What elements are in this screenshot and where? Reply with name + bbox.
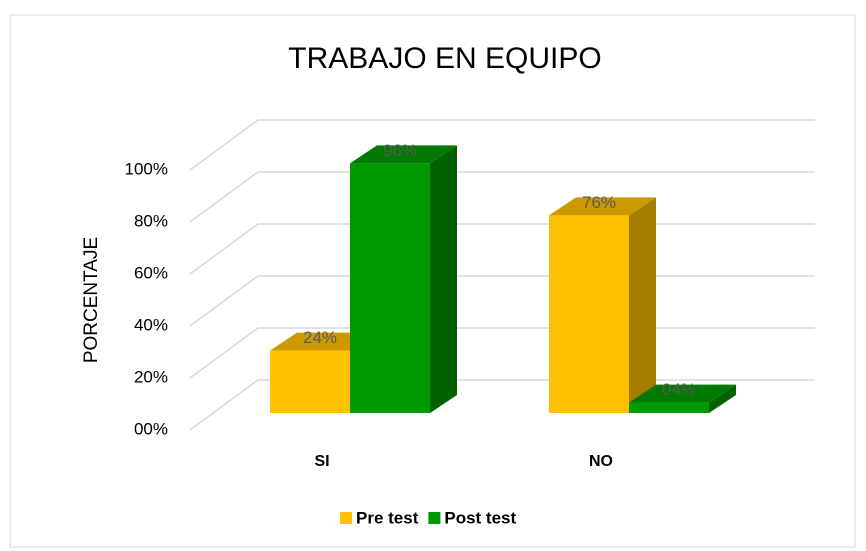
chart-title: TRABAJO EN EQUIPO: [288, 42, 601, 75]
grid-line: [189, 171, 815, 223]
legend-swatch: [340, 512, 352, 524]
bar-front: [270, 350, 350, 413]
legend-label: Post test: [444, 508, 516, 527]
value-label: 24%: [303, 328, 337, 347]
y-tick-label: 100%: [125, 159, 168, 178]
bar: [629, 384, 736, 413]
bar-front: [629, 402, 709, 413]
bar-front: [549, 215, 629, 413]
bar-side: [430, 145, 457, 413]
bar-top: [629, 384, 736, 403]
y-tick-label: 80%: [134, 211, 168, 230]
bar-top: [549, 197, 656, 216]
legend-label: Pre test: [356, 508, 419, 527]
bar: [549, 197, 656, 413]
y-tick-label: 40%: [134, 315, 168, 334]
y-tick-label: 00%: [134, 419, 168, 438]
bar-side: [629, 197, 656, 413]
value-label: 76%: [582, 193, 616, 212]
bar-front: [350, 163, 430, 413]
value-label: 04%: [662, 380, 696, 399]
bar-top: [350, 145, 457, 164]
x-tick-label: NO: [589, 453, 613, 470]
y-tick-label: 60%: [134, 263, 168, 282]
bar: [350, 145, 457, 413]
legend-swatch: [428, 512, 441, 524]
y-axis-title: PORCENTAJE: [81, 237, 102, 363]
y-tick-label: 20%: [134, 367, 168, 386]
value-label: 96%: [383, 141, 417, 160]
x-tick-label: SI: [314, 453, 329, 470]
grid-line: [189, 119, 815, 171]
bar-side: [709, 384, 736, 413]
